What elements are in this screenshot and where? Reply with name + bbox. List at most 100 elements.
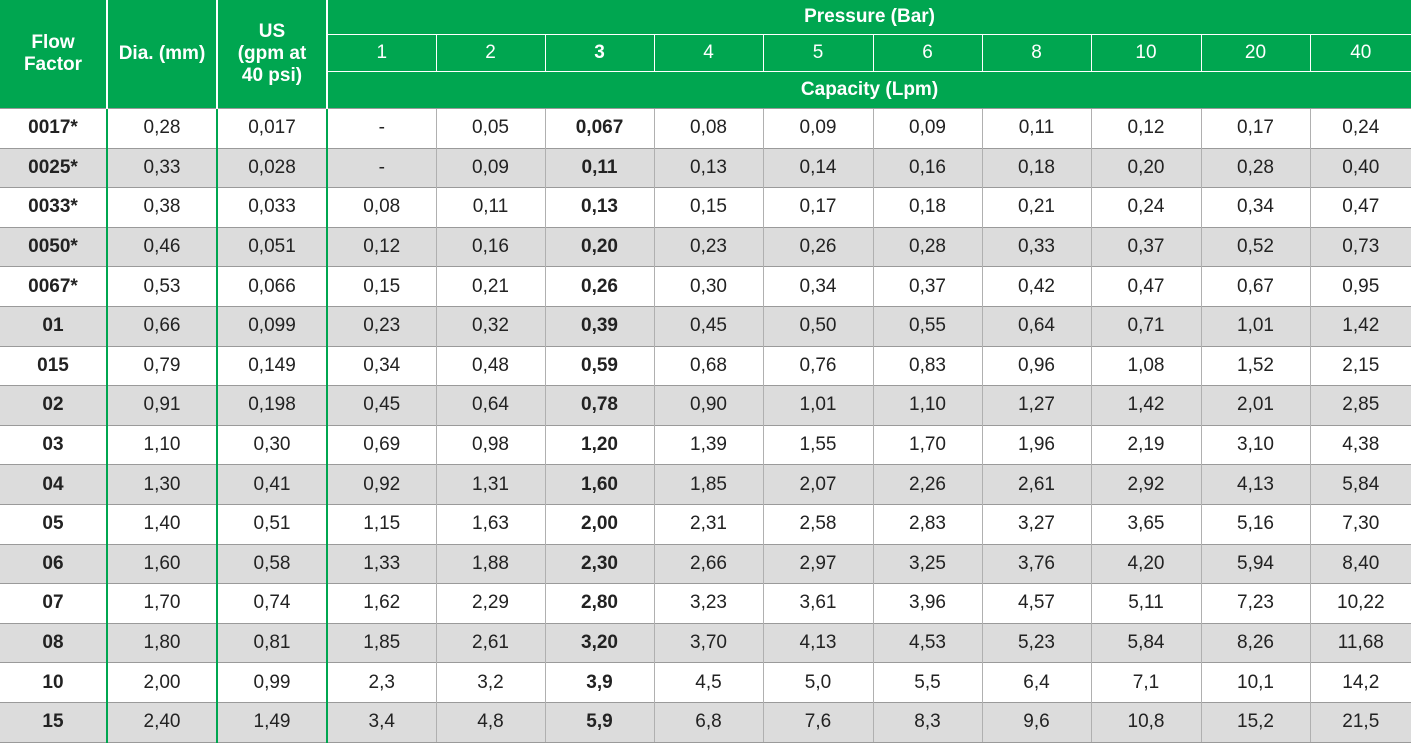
- capacity-cell: 1,31: [435, 464, 545, 505]
- diameter-cell: 0,28: [106, 108, 217, 149]
- flow-factor-cell: 03: [0, 424, 107, 465]
- diameter-cell: 0,91: [106, 385, 217, 426]
- table-row: 01 0,66 0,099 0,23 0,32 0,39 0,45 0,50 0,55 0,64 0…: [0, 305, 1411, 347]
- flow-factor-cell: 015: [0, 345, 107, 386]
- us-gpm-cell: 0,81: [216, 622, 327, 663]
- capacity-cell: -: [326, 147, 436, 188]
- us-gpm-cell: 0,017: [216, 108, 327, 149]
- capacity-cell: 0,17: [762, 187, 873, 228]
- capacity-cell: 5,9: [544, 701, 654, 743]
- capacity-cell: 0,47: [1090, 266, 1201, 307]
- capacity-cell: 0,09: [872, 108, 982, 149]
- header-pressure: Pressure (Bar): [325, 0, 1411, 35]
- capacity-cell: 4,13: [762, 622, 873, 663]
- capacity-cell: 7,1: [1090, 662, 1201, 703]
- diameter-cell: 1,60: [106, 543, 217, 584]
- pressure-col-header: 8: [981, 34, 1091, 72]
- capacity-cell: 2,19: [1090, 424, 1201, 465]
- capacity-cell: 0,11: [981, 108, 1091, 149]
- capacity-cell: 2,26: [872, 464, 982, 505]
- capacity-cell: 0,26: [544, 266, 654, 307]
- flow-factor-cell: 10: [0, 662, 107, 703]
- capacity-cell: 5,0: [762, 662, 873, 703]
- capacity-cell: 0,55: [872, 305, 982, 347]
- capacity-cell: 2,92: [1090, 464, 1201, 505]
- diameter-cell: 1,40: [106, 503, 217, 545]
- capacity-cell: 0,20: [544, 226, 654, 267]
- capacity-cell: 10,22: [1309, 583, 1411, 624]
- capacity-cell: 3,2: [435, 662, 545, 703]
- capacity-cell: 0,18: [981, 147, 1091, 188]
- capacity-cell: 0,08: [653, 108, 763, 149]
- capacity-cell: 10,1: [1200, 662, 1310, 703]
- capacity-cell: 5,84: [1309, 464, 1411, 505]
- header-capacity: Capacity (Lpm): [325, 71, 1411, 109]
- capacity-cell: 0,69: [326, 424, 436, 465]
- us-gpm-cell: 0,051: [216, 226, 327, 267]
- capacity-cell: 14,2: [1309, 662, 1411, 703]
- capacity-cell: 0,09: [762, 108, 873, 149]
- flow-factor-cell: 01: [0, 305, 107, 347]
- table-row: 0050* 0,46 0,051 0,12 0,16 0,20 0,23 0,26 0,28 0,…: [0, 226, 1411, 267]
- capacity-cell: 1,85: [326, 622, 436, 663]
- flow-factor-cell: 07: [0, 583, 107, 624]
- us-gpm-cell: 0,198: [216, 385, 327, 426]
- capacity-cell: 2,30: [544, 543, 654, 584]
- capacity-cell: 1,55: [762, 424, 873, 465]
- capacity-cell: 0,17: [1200, 108, 1310, 149]
- header-dia: Dia. (mm): [106, 0, 217, 109]
- diameter-cell: 2,40: [106, 701, 217, 743]
- capacity-cell: 0,16: [435, 226, 545, 267]
- capacity-cell: 0,20: [1090, 147, 1201, 188]
- capacity-cell: 1,85: [653, 464, 763, 505]
- capacity-cell: 1,01: [1200, 305, 1310, 347]
- capacity-cell: 5,94: [1200, 543, 1310, 584]
- capacity-cell: 0,95: [1309, 266, 1411, 307]
- us-gpm-cell: 0,149: [216, 345, 327, 386]
- capacity-cell: -: [326, 108, 436, 149]
- table-row: 0067* 0,53 0,066 0,15 0,21 0,26 0,30 0,34 0,37 0,…: [0, 266, 1411, 307]
- capacity-cell: 0,47: [1309, 187, 1411, 228]
- capacity-cell: 3,20: [544, 622, 654, 663]
- us-gpm-cell: 0,41: [216, 464, 327, 505]
- capacity-cell: 3,25: [872, 543, 982, 584]
- diameter-cell: 0,38: [106, 187, 217, 228]
- capacity-cell: 3,10: [1200, 424, 1310, 465]
- capacity-cell: 8,40: [1309, 543, 1411, 584]
- capacity-cell: 1,42: [1090, 385, 1201, 426]
- capacity-cell: 0,32: [435, 305, 545, 347]
- capacity-cell: 0,45: [326, 385, 436, 426]
- capacity-cell: 0,64: [981, 305, 1091, 347]
- capacity-cell: 0,52: [1200, 226, 1310, 267]
- capacity-cell: 0,40: [1309, 147, 1411, 188]
- capacity-cell: 3,61: [762, 583, 873, 624]
- capacity-cell: 8,3: [872, 701, 982, 743]
- capacity-cell: 3,27: [981, 503, 1091, 545]
- table-row: 015 0,79 0,149 0,34 0,48 0,59 0,68 0,76 0,83 0,96…: [0, 345, 1411, 386]
- capacity-cell: 0,14: [762, 147, 873, 188]
- capacity-cell: 7,23: [1200, 583, 1310, 624]
- capacity-cell: 1,63: [435, 503, 545, 545]
- capacity-cell: 4,38: [1309, 424, 1411, 465]
- table-row: 0025* 0,33 0,028-0,09 0,11 0,13 0,14 0,16 0,18 0…: [0, 147, 1411, 188]
- capacity-cell: 1,01: [762, 385, 873, 426]
- diameter-cell: 0,46: [106, 226, 217, 267]
- capacity-cell: 4,8: [435, 701, 545, 743]
- diameter-cell: 0,66: [106, 305, 217, 347]
- diameter-cell: 1,10: [106, 424, 217, 465]
- capacity-cell: 0,59: [544, 345, 654, 386]
- capacity-cell: 1,08: [1090, 345, 1201, 386]
- capacity-cell: 3,9: [544, 662, 654, 703]
- capacity-cell: 1,33: [326, 543, 436, 584]
- capacity-cell: 2,3: [326, 662, 436, 703]
- capacity-cell: 8,26: [1200, 622, 1310, 663]
- capacity-cell: 0,64: [435, 385, 545, 426]
- diameter-cell: 1,70: [106, 583, 217, 624]
- capacity-cell: 0,96: [981, 345, 1091, 386]
- table-row: 0017* 0,28 0,017-0,05 0,067 0,08 0,09 0,09 0,11…: [0, 108, 1411, 149]
- capacity-cell: 0,11: [435, 187, 545, 228]
- table-row: 10 2,00 0,99 2,3 3,2 3,9 4,5 5,0 5,5 6,4 7,1 10,1 14…: [0, 662, 1411, 703]
- table-row: 07 1,70 0,74 1,62 2,29 2,80 3,23 3,61 3,96 4,57 5,…: [0, 583, 1411, 624]
- capacity-cell: 3,23: [653, 583, 763, 624]
- capacity-cell: 0,71: [1090, 305, 1201, 347]
